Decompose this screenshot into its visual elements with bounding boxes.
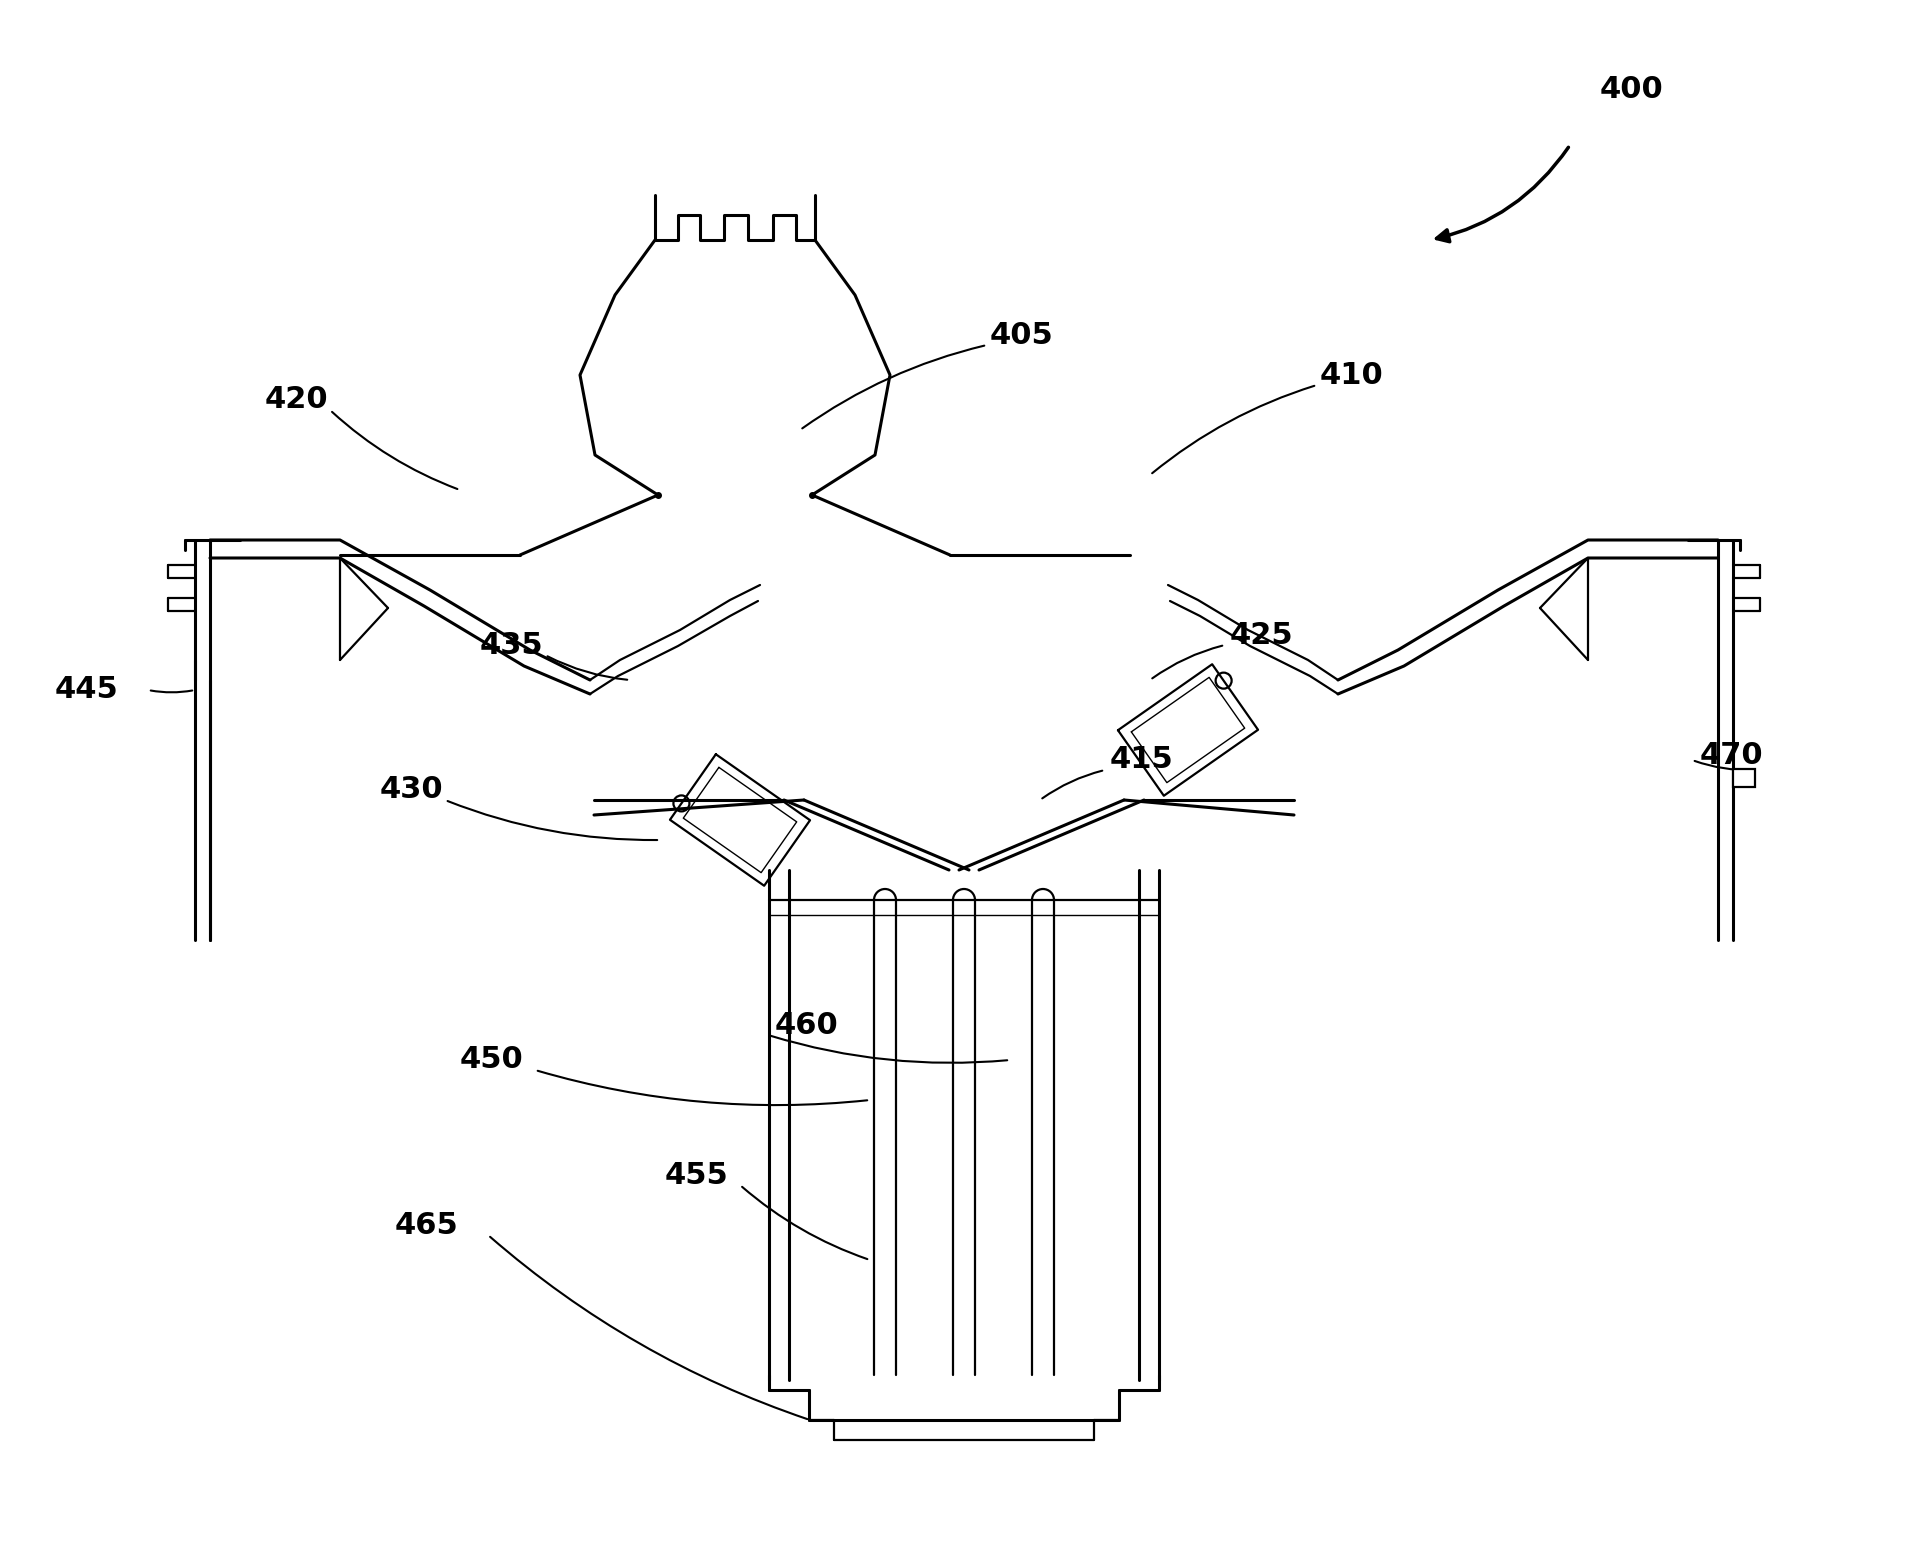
Polygon shape [1118, 665, 1259, 795]
Text: 455: 455 [665, 1160, 729, 1190]
Text: 405: 405 [989, 320, 1055, 349]
Text: 410: 410 [1321, 360, 1384, 390]
Polygon shape [669, 755, 810, 885]
Text: 445: 445 [56, 676, 120, 705]
Bar [1733, 769, 1754, 787]
Text: 435: 435 [480, 631, 544, 660]
Text: 470: 470 [1700, 741, 1764, 769]
Text: 415: 415 [1111, 745, 1174, 775]
Text: 425: 425 [1230, 621, 1294, 649]
Text: 460: 460 [775, 1011, 839, 1039]
Text: 430: 430 [380, 775, 443, 804]
Text: 450: 450 [461, 1045, 524, 1075]
Text: 465: 465 [395, 1210, 459, 1239]
Text: 420: 420 [264, 385, 328, 415]
Text: 400: 400 [1600, 76, 1664, 104]
